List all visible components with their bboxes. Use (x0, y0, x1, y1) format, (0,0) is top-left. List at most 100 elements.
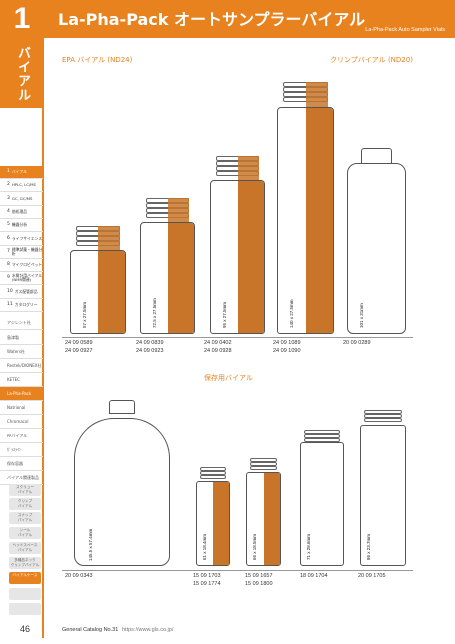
sidebar-vial-type-button[interactable]: 多種品ネック クリンプバイアル (9, 557, 41, 569)
page-title: La-Pha-Pack オートサンプラーバイアル (58, 10, 366, 29)
sidebar-chapter-label: カタログリー (14, 301, 38, 307)
sidebar-maker-item[interactable]: Natrional (0, 401, 43, 415)
sidebar-chapter-8[interactable]: 8 マイクロピペット (0, 259, 43, 272)
chapter-tab-label: バイアル (15, 46, 30, 102)
page-number: 46 (20, 624, 31, 634)
vial-dimension-label: 86 x 23.7mm (366, 533, 371, 560)
sidebar-maker-item[interactable]: Chromacol (0, 415, 43, 429)
sidebar-maker-item[interactable]: Waters社 (0, 345, 43, 359)
vial-body (300, 442, 344, 566)
sidebar-vial-type-button[interactable]: バイアルケース (9, 572, 41, 584)
vial-product-code: 20 09 0343 (65, 573, 93, 579)
vial-amber-half (305, 108, 333, 333)
sidebar-chapter-number: 5 (7, 221, 10, 227)
sidebar-maker-item[interactable]: KETEC (0, 373, 43, 387)
vial-thread (364, 418, 402, 422)
vial-amber-half (98, 251, 125, 333)
sidebar-chapter-2[interactable]: 2 HPLC, LC/MS (0, 179, 43, 192)
sidebar-vial-type-button[interactable]: スクリュー バイアル (9, 484, 41, 496)
vial-thread (250, 462, 277, 466)
vial-dimension-label: 145.5 x 57.4mm (88, 528, 93, 561)
sidebar-chapter-label: ガス配管部品 (14, 288, 38, 294)
sidebar-maker-item[interactable]: バイアル関連製品 (0, 471, 43, 485)
vial-dimension-label: 95 x 27.5mm (222, 301, 227, 328)
sidebar-chapter-label: ライフサイエンス (11, 235, 43, 241)
sidebar-maker-item[interactable]: Restek/DIONEX社 (0, 359, 43, 373)
sidebar-chapter-3[interactable]: 3 GC, GC/MS (0, 193, 43, 206)
sidebar-vial-type-button[interactable]: シール バイアル (9, 527, 41, 539)
sidebar-divider (42, 38, 44, 638)
sidebar-vial-type-button[interactable]: クリンプ バイアル (9, 498, 41, 510)
sidebar-chapter-label: 標準試薬・機器分析 (11, 246, 43, 256)
vial-product-code: 15 09 1774 (193, 581, 221, 587)
vial-amber-half (237, 181, 264, 333)
sidebar-chapter-10[interactable]: 10 ガス配管部品 (0, 286, 43, 299)
vial-product-code: 18 09 1704 (300, 573, 328, 579)
vial-thread (200, 467, 226, 471)
sidebar-chapter-number: 3 (7, 195, 10, 201)
vial-amber-neck (98, 226, 120, 250)
vial-thread (200, 471, 226, 475)
sidebar-chapter-label: 水質計用バイアル(NMR関連) (11, 272, 43, 282)
code-divider-1 (62, 337, 413, 338)
vial-thread (200, 475, 226, 479)
catalog-name: General Catalog No.31 (62, 627, 119, 633)
vial-product-code: 24 09 1090 (273, 348, 301, 354)
sidebar-maker-item[interactable]: ᴘᴘバイアル (0, 429, 43, 443)
sidebar-maker-item[interactable]: 島津製 (0, 331, 43, 345)
vial-product-code: 24 09 1089 (273, 340, 301, 346)
vial-thread (250, 466, 277, 470)
vial-thread (304, 438, 340, 442)
sidebar-maker-item[interactable]: 保存容器 (0, 457, 43, 471)
sidebar-maker-item[interactable]: ｶﾞﾗｽﾗｲﾝ (0, 443, 43, 457)
page-subtitle: La-Pha-Pack Auto Sampler Vials (365, 27, 445, 33)
sidebar-chapter-9[interactable]: 9 水質計用バイアル(NMR関連) (0, 272, 43, 285)
sidebar-chapter-number: 6 (7, 235, 10, 241)
bottle-neck (109, 400, 135, 414)
vial-amber-neck (237, 156, 259, 180)
sidebar-chapter-number: 9 (7, 274, 10, 280)
sidebar-chapter-4[interactable]: 4 前処理品 (0, 206, 43, 219)
sidebar-blank-button (9, 588, 41, 600)
sidebar-chapter-label: 機器分析 (11, 221, 28, 227)
vial-dimension-label: 71 x 28.6mm (306, 533, 311, 560)
sidebar-chapter-number: 2 (7, 181, 10, 187)
sidebar-chapter-number: 8 (7, 261, 10, 267)
sidebar-chapter-label: バイアル (11, 168, 28, 174)
sidebar-chapter-5[interactable]: 5 機器分析 (0, 219, 43, 232)
section-storage-label: 保存用バイアル (204, 374, 253, 382)
vial-product-code: 15 09 1800 (245, 581, 273, 587)
sidebar-chapter-label: GC, GC/MS (11, 195, 33, 201)
section-crimp-label: クリンプバイアル (ND20) (330, 56, 413, 64)
vial-product-code: 24 09 0402 (204, 340, 232, 346)
vial-dimension-label: 57 x 27.5mm (82, 301, 87, 328)
vial-dimension-label: 140 x 27.5mm (289, 299, 294, 328)
vial-thread (250, 458, 277, 462)
vial-dimension-label: 72.5 x 27.5mm (152, 298, 157, 328)
vial-product-code: 24 09 0923 (136, 348, 164, 354)
sidebar-chapter-label: HPLC, LC/MS (11, 181, 36, 187)
vial-product-code: 24 09 0589 (65, 340, 93, 346)
vial-thread (364, 414, 402, 418)
sidebar-chapter-number: 11 (7, 301, 13, 307)
sidebar-chapter-number: 10 (7, 288, 13, 294)
vial-amber-half (263, 473, 280, 565)
vial-amber-half (167, 223, 194, 333)
sidebar-chapter-1[interactable]: 1 バイアル (0, 166, 43, 179)
vial-dimension-label: 66 x 18.5mm (252, 533, 257, 560)
vial-dimension-label: 101 x 31mm (359, 303, 364, 328)
sidebar-chapter-label: 前処理品 (11, 208, 28, 214)
sidebar-vial-type-button[interactable]: ヘッドスペース バイアル (9, 542, 41, 554)
sidebar-chapter-11[interactable]: 11 カタログリー (0, 299, 43, 312)
sidebar-vial-type-button[interactable]: スナップ バイアル (9, 512, 41, 524)
sidebar-chapter-number: 1 (7, 168, 10, 174)
vial-product-code: 15 09 1657 (245, 573, 273, 579)
sidebar-maker-item[interactable]: アジレント社 (0, 316, 43, 330)
vial-amber-half (213, 482, 229, 565)
sidebar-chapter-7[interactable]: 7 標準試薬・機器分析 (0, 246, 43, 259)
vial-dimension-label: 61 x 18.4mm (202, 533, 207, 560)
vial-body (347, 163, 406, 334)
sidebar-chapter-6[interactable]: 6 ライフサイエンス (0, 233, 43, 246)
catalog-url[interactable]: https://www.gls.co.jp/ (122, 627, 174, 633)
sidebar-maker-item[interactable]: La-Pha-Pack (0, 387, 43, 401)
